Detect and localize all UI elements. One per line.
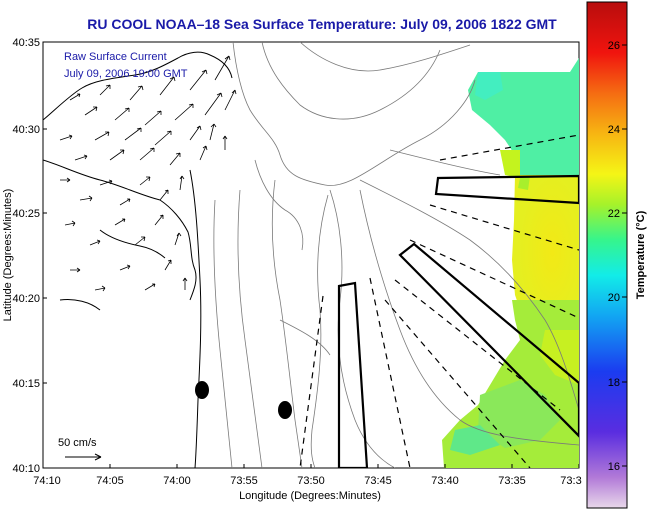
scale-label: 50 cm/s [58, 437, 97, 449]
map-title: RU COOL NOAA–18 Sea Surface Temperature:… [87, 16, 557, 32]
x-tick-label: 74:05 [96, 475, 124, 487]
sector-dashed-lines [299, 134, 579, 468]
y-axis-label: Latitude (Degrees:Minutes) [2, 189, 14, 322]
scale-arrow [65, 453, 102, 461]
y-tick-label: 40:15 [12, 378, 40, 390]
y-tick-label: 40:25 [12, 208, 40, 220]
colorbar-scale [586, 1, 628, 509]
sector-boxes [337, 174, 579, 468]
x-tick-label: 73:3 [560, 475, 581, 487]
y-axis: 40:35 40:30 40:25 40:20 40:15 40:10 [12, 37, 47, 475]
x-tick-label: 73:40 [431, 475, 459, 487]
station-marker [195, 381, 209, 399]
colorbar-tick-label: 18 [608, 377, 620, 389]
x-tick-label: 73:50 [297, 475, 325, 487]
x-axis-label: Longitude (Degrees:Minutes) [239, 490, 381, 502]
station-marker [278, 401, 292, 419]
y-tick-label: 40:10 [12, 463, 40, 475]
colorbar-label: Temperature (°C) [635, 210, 647, 299]
current-overlay-line1: Raw Surface Current [64, 51, 167, 63]
colorbar-tick-label: 26 [608, 40, 620, 52]
station-markers [195, 381, 292, 419]
colorbar: 26 24 22 20 18 16 Temperature (°C) [586, 1, 647, 509]
x-tick-label: 73:45 [364, 475, 392, 487]
y-tick-label: 40:20 [12, 293, 40, 305]
x-axis: 74:10 74:05 74:00 73:55 73:50 73:45 73:4… [33, 464, 582, 487]
colorbar-tick-label: 16 [608, 461, 620, 473]
current-overlay-line2: July 09, 2006 19:00 GMT [64, 68, 188, 80]
x-tick-label: 74:00 [163, 475, 191, 487]
surface-current-vectors [59, 55, 237, 292]
coastline [43, 51, 233, 468]
colorbar-tick-label: 24 [608, 124, 620, 136]
x-tick-label: 73:35 [498, 475, 526, 487]
colorbar-tick-label: 20 [608, 292, 620, 304]
x-tick-label: 73:55 [230, 475, 258, 487]
plot-content [43, 42, 579, 468]
y-tick-label: 40:35 [12, 37, 40, 49]
colorbar-tick-label: 22 [608, 208, 620, 220]
y-tick-label: 40:30 [12, 124, 40, 136]
x-tick-label: 74:10 [33, 475, 61, 487]
